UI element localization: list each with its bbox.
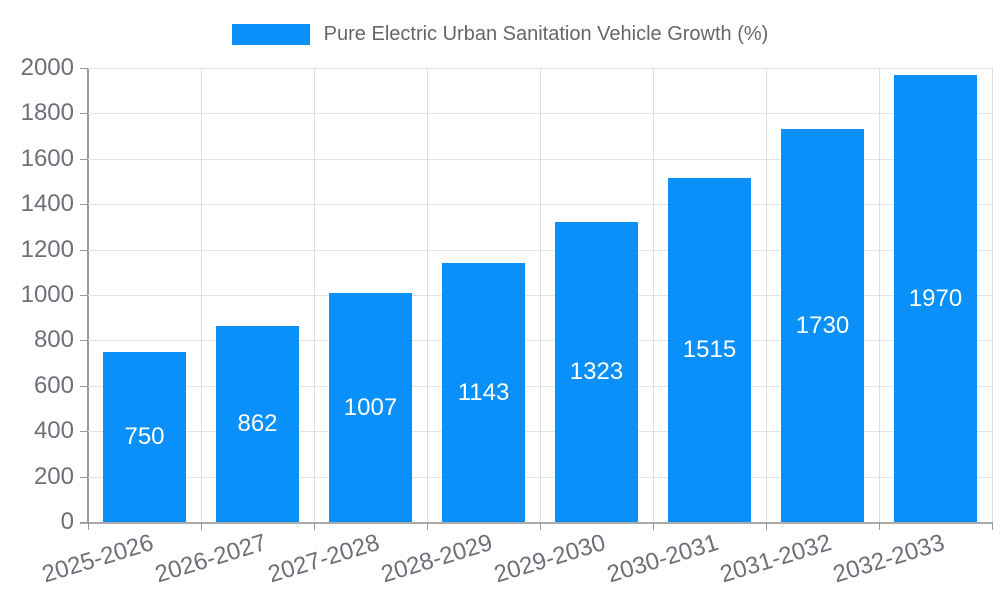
x-axis-tick-label[interactable]: 2031-2032	[716, 529, 835, 589]
x-axis-line	[80, 522, 993, 524]
x-axis-tick-label[interactable]: 2026-2027	[151, 529, 270, 589]
y-axis-tick-label: 0	[60, 508, 74, 535]
x-axis-tick	[653, 522, 654, 530]
y-axis-tick-label: 1400	[20, 190, 74, 218]
bar-value-label: 1007	[343, 393, 398, 421]
x-axis-tick-label[interactable]: 2029-2030	[490, 529, 609, 589]
y-axis-tick	[80, 249, 88, 251]
y-axis-tick	[80, 431, 88, 433]
bar-value-label: 1730	[795, 311, 850, 339]
bar[interactable]: 1515	[668, 178, 751, 522]
bar[interactable]: 1323	[555, 222, 638, 522]
bar[interactable]: 862	[216, 326, 299, 522]
x-axis-tick-label[interactable]: 2032-2033	[829, 529, 948, 589]
bar[interactable]: 1970	[894, 75, 977, 522]
bar[interactable]: 750	[103, 352, 186, 522]
y-axis-tick	[80, 113, 88, 115]
y-axis-tick	[80, 158, 88, 160]
gridline-vertical	[766, 68, 767, 522]
bar-value-label: 1970	[908, 284, 963, 312]
y-axis-tick-label: 1600	[20, 144, 74, 172]
gridline-vertical	[879, 68, 880, 522]
x-axis-tick	[427, 522, 428, 530]
y-axis-tick-label: 1000	[20, 281, 74, 308]
gridline-vertical	[314, 68, 315, 522]
x-axis-tick	[314, 522, 315, 530]
y-axis-tick-label: 1200	[20, 235, 74, 263]
x-axis-tick	[201, 522, 202, 530]
x-axis-tick	[992, 522, 993, 530]
gridline-vertical	[653, 68, 654, 522]
plot-area: 750 862 1007 1143 1323 1515 1730 1970	[88, 68, 993, 522]
bar[interactable]: 1007	[329, 293, 412, 522]
y-axis-tick	[80, 68, 88, 69]
bar-value-label: 1143	[457, 378, 510, 406]
legend-swatch	[231, 23, 310, 45]
gridline-vertical	[201, 68, 202, 522]
gridline-vertical	[992, 68, 993, 522]
bar[interactable]: 1143	[442, 263, 525, 522]
y-axis-tick	[80, 340, 88, 342]
x-axis-tick-label[interactable]: 2025-2026	[38, 529, 157, 589]
x-axis-tick	[766, 522, 767, 530]
y-axis-tick	[80, 476, 88, 478]
y-axis-tick-label: 800	[33, 326, 74, 354]
y-axis-tick-label: 1800	[20, 99, 74, 127]
y-axis-tick-label: 400	[33, 417, 74, 445]
y-axis-tick	[80, 204, 88, 206]
gridline-vertical	[540, 68, 541, 522]
bar-value-label: 1515	[682, 336, 737, 363]
bar-value-label: 1323	[569, 358, 624, 385]
x-axis-tick	[879, 522, 880, 530]
legend-item[interactable]: Pure Electric Urban Sanitation Vehicle G…	[0, 18, 1000, 50]
y-axis-tick	[80, 295, 88, 296]
y-axis-tick-label: 2000	[20, 54, 74, 81]
y-axis-tick	[80, 385, 88, 387]
y-axis-tick-label: 600	[33, 371, 74, 399]
x-axis-tick	[540, 522, 541, 530]
y-axis-tick	[80, 522, 88, 523]
x-axis-tick	[88, 522, 89, 530]
bar[interactable]: 1730	[781, 129, 864, 522]
x-axis-tick-label[interactable]: 2028-2029	[377, 529, 496, 589]
bar-value-label: 750	[124, 423, 165, 450]
x-axis-tick-label[interactable]: 2027-2028	[264, 529, 383, 589]
gridline-vertical	[427, 68, 428, 522]
bar-value-label: 862	[237, 410, 278, 437]
y-axis-tick-label: 200	[33, 462, 74, 490]
legend-label: Pure Electric Urban Sanitation Vehicle G…	[323, 22, 769, 45]
x-axis-tick-label[interactable]: 2030-2031	[603, 529, 722, 589]
